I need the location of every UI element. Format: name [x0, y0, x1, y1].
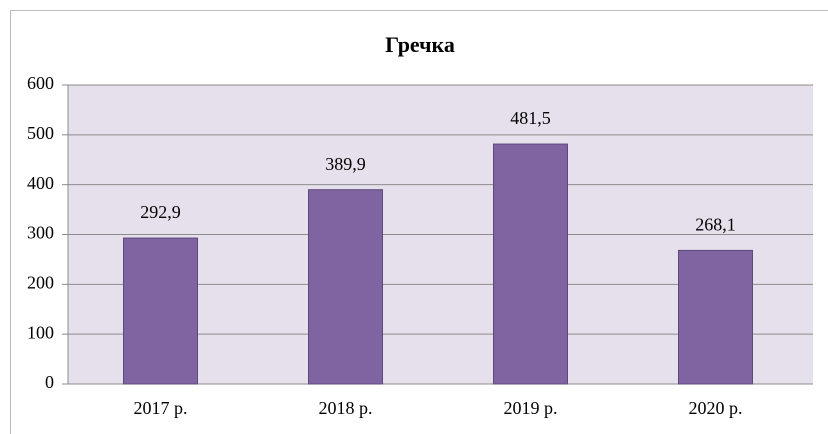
- y-tick-label: 100: [27, 322, 54, 342]
- bar: [123, 237, 198, 385]
- x-tick-label: 2019 р.: [504, 398, 558, 418]
- y-tick-label: 500: [27, 123, 54, 143]
- data-label: 481,5: [510, 108, 551, 128]
- x-tick-label: 2017 р.: [134, 398, 188, 418]
- data-label: 292,9: [140, 202, 181, 222]
- y-tick-label: 200: [27, 272, 54, 292]
- x-tick-label: 2020 р.: [689, 398, 743, 418]
- data-label: 268,1: [695, 215, 736, 235]
- bar: [308, 189, 383, 385]
- y-tick-label: 400: [27, 173, 54, 193]
- y-tick-label: 300: [27, 223, 54, 243]
- x-tick-label: 2018 р.: [319, 398, 373, 418]
- chart-title: Гречка: [385, 32, 455, 57]
- bar: [493, 143, 568, 385]
- bar: [678, 249, 753, 385]
- y-tick-label: 600: [27, 73, 54, 93]
- data-label: 389,9: [325, 154, 366, 174]
- y-tick-label: 0: [45, 372, 54, 392]
